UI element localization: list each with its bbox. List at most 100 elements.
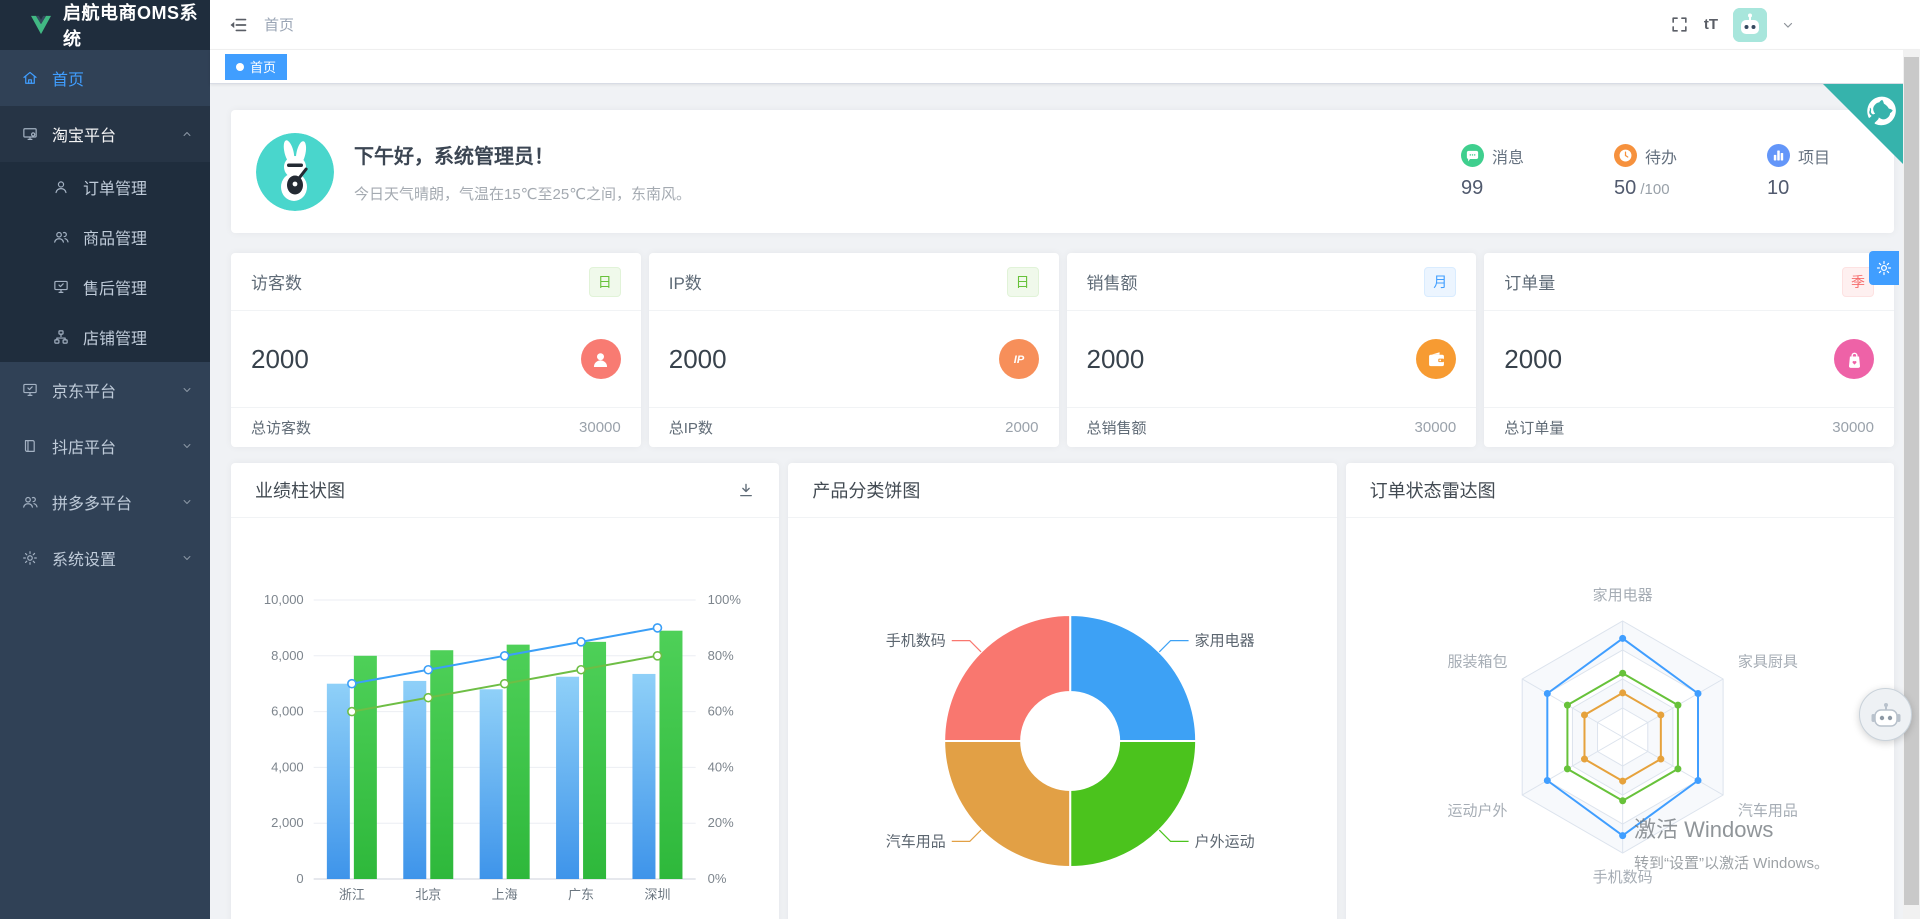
fullscreen-button[interactable] (1670, 15, 1689, 34)
sidebar-item-douyin[interactable]: 抖店平台 (0, 418, 210, 474)
message-icon (1460, 144, 1484, 167)
sidebar-item-shop[interactable]: 店铺管理 (0, 312, 210, 362)
pie-chart-body: 家用电器 户外运动 汽车用品 手机数码 (788, 518, 1336, 918)
stat-card-footer-label: 总订单量 (1504, 420, 1565, 437)
stat-card-footer-label: 总销售额 (1086, 420, 1147, 437)
stat-card-body: 2000 (1067, 311, 1477, 407)
stat-card-footer: 总订单量 30000 (1484, 407, 1894, 447)
stat-card-value: 2000 (251, 343, 309, 374)
svg-text:汽车用品: 汽车用品 (886, 833, 946, 850)
welcome-stat-suffix: /100 (1636, 180, 1670, 198)
svg-text:40%: 40% (708, 759, 734, 774)
pie-chart-card: 产品分类饼图 家用电器 户外运动 汽车用品 手机数码 (788, 463, 1337, 919)
main-area: 首页 tT (210, 0, 1920, 919)
caret-down-icon[interactable] (1782, 19, 1794, 31)
page-scrollbar[interactable] (1903, 50, 1920, 919)
period-badge: 日 (1006, 266, 1039, 297)
tab-home-label: 首页 (250, 60, 277, 75)
stat-card-IP数: IP数 日 2000 IP 总IP数 2000 (648, 253, 1059, 447)
app-title: 启航电商OMS系统 (63, 3, 199, 49)
stat-card-header: 订单量 季 (1484, 253, 1894, 311)
svg-text:户外运动: 户外运动 (1195, 833, 1255, 850)
sidebar-item-settings[interactable]: 系统设置 (0, 530, 210, 586)
svg-text:0%: 0% (708, 871, 727, 886)
font-size-button[interactable]: tT (1703, 16, 1718, 33)
sidebar-item-aftersale[interactable]: 售后管理 (0, 262, 210, 312)
sidebar-menu: 首页淘宝平台订单管理商品管理售后管理店铺管理京东平台抖店平台拼多多平台系统设置 (0, 50, 210, 919)
breadcrumb-home[interactable]: 首页 (264, 17, 295, 34)
radar-chart-body: 家用电器 家具厨具 汽车用品 手机数码 运动户外 服装箱包 (1346, 518, 1894, 918)
stat-card-footer: 总访客数 30000 (231, 407, 641, 447)
chevron-down-icon (180, 551, 194, 565)
sidebar-item-label: 淘宝平台 (52, 128, 117, 145)
sidebar-item-pdd[interactable]: 拼多多平台 (0, 474, 210, 530)
sidebar-item-label: 京东平台 (52, 384, 117, 401)
svg-text:浙江: 浙江 (339, 887, 365, 902)
sidebar-item-order[interactable]: 订单管理 (0, 162, 210, 212)
sidebar-item-label: 系统设置 (52, 552, 117, 569)
svg-text:4,000: 4,000 (271, 759, 304, 774)
monitor-check-icon (21, 381, 39, 399)
sidebar-item-taobao[interactable]: 淘宝平台 (0, 106, 210, 162)
assistant-robot-button[interactable] (1859, 688, 1912, 741)
svg-text:北京: 北京 (415, 887, 441, 902)
radar-chart-card: 订单状态雷达图 家用电器 家具厨具 汽车用品 手机数码 运动户外 服装箱包 (1345, 463, 1894, 919)
stat-card-body: 2000 IP (649, 311, 1059, 407)
welcome-text: 下午好，系统管理员！ 今日天气晴朗，气温在15℃至25℃之间，东南风。 (354, 140, 691, 204)
person-icon (580, 339, 621, 379)
user-avatar[interactable] (1733, 7, 1767, 42)
welcome-stat-head: 待办 (1613, 144, 1677, 168)
stat-card-订单量: 订单量 季 2000 总订单量 30000 (1484, 253, 1894, 447)
scrollbar-thumb[interactable] (1904, 57, 1919, 905)
stat-card-value: 2000 (1504, 343, 1563, 374)
github-corner-ribbon[interactable] (1823, 84, 1904, 165)
sitemap-icon (52, 328, 70, 346)
page-content: 下午好，系统管理员！ 今日天气晴朗，气温在15℃至25℃之间，东南风。 消息 99… (210, 84, 1920, 919)
welcome-stat-项目: 项目 10 (1766, 144, 1830, 200)
ip-icon: IP (998, 339, 1039, 379)
sidebar-item-label: 拼多多平台 (52, 496, 133, 513)
sidebar-item-home[interactable]: 首页 (0, 50, 210, 106)
welcome-stat-label: 消息 (1491, 149, 1524, 167)
sidebar-item-goods[interactable]: 商品管理 (0, 212, 210, 262)
svg-text:运动户外: 运动户外 (1447, 803, 1507, 820)
download-icon[interactable] (737, 481, 755, 499)
svg-text:服装箱包: 服装箱包 (1447, 654, 1507, 671)
welcome-stats: 消息 99 待办 50 /100 项目 10 (1460, 144, 1830, 200)
sidebar-collapse-button[interactable] (228, 15, 248, 35)
monitor-check-icon (52, 278, 70, 296)
sidebar-item-label: 抖店平台 (52, 440, 117, 457)
stat-card-footer-label: 总IP数 (668, 420, 713, 437)
stat-card-title: 销售额 (1086, 274, 1138, 293)
navbar-tools: tT (1670, 7, 1902, 42)
stat-card-value: 2000 (1086, 343, 1145, 374)
svg-text:2,000: 2,000 (271, 815, 304, 830)
chevron-up-icon (180, 127, 194, 141)
stat-card-footer-label: 总访客数 (251, 420, 312, 437)
stat-cards-row: 访客数 日 2000 总访客数 30000 IP数 日 2000 IP 总IP数… (231, 253, 1894, 447)
book-icon (21, 437, 39, 455)
sidebar-item-jd[interactable]: 京东平台 (0, 362, 210, 418)
bar-chart-card: 业绩柱状图 0 0% 2,000 20% 4,000 40% 6,000 60% 8,000 80… (231, 463, 780, 919)
radar-chart-title: 订单状态雷达图 (1369, 481, 1496, 501)
welcome-stat-head: 项目 (1766, 144, 1830, 168)
svg-text:深圳: 深圳 (644, 887, 670, 902)
welcome-card: 下午好，系统管理员！ 今日天气晴朗，气温在15℃至25℃之间，东南风。 消息 99… (231, 110, 1894, 233)
stat-card-销售额: 销售额 月 2000 总销售额 30000 (1066, 253, 1477, 447)
sidebar-item-label: 商品管理 (83, 231, 148, 248)
users-icon (21, 493, 39, 511)
svg-text:家用电器: 家用电器 (1195, 633, 1255, 650)
settings-panel-button[interactable] (1869, 251, 1899, 285)
tab-home[interactable]: 首页 (225, 53, 288, 80)
sidebar-item-label: 售后管理 (83, 281, 148, 298)
stat-card-header: 销售额 月 (1066, 253, 1477, 311)
clock-icon (1613, 144, 1637, 167)
stat-card-body: 2000 (231, 311, 641, 407)
radar-chart-header: 订单状态雷达图 (1345, 463, 1894, 518)
shopping-bag-icon (1834, 339, 1874, 379)
stat-card-footer-value: 30000 (1414, 419, 1457, 436)
svg-text:8,000: 8,000 (271, 648, 304, 663)
stat-card-title: 订单量 (1504, 274, 1556, 293)
svg-text:0: 0 (296, 871, 303, 886)
